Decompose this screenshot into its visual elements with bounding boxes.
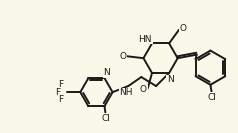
- Text: N: N: [167, 75, 174, 84]
- Text: NH: NH: [120, 88, 133, 97]
- Text: O: O: [119, 52, 127, 61]
- Text: Cl: Cl: [101, 113, 110, 122]
- Text: F: F: [58, 80, 63, 89]
- Text: O: O: [180, 24, 187, 33]
- Text: F: F: [55, 88, 60, 97]
- Text: O: O: [140, 85, 147, 94]
- Text: HN: HN: [139, 35, 152, 44]
- Text: N: N: [104, 68, 110, 77]
- Text: Cl: Cl: [207, 93, 216, 102]
- Text: F: F: [58, 95, 63, 104]
